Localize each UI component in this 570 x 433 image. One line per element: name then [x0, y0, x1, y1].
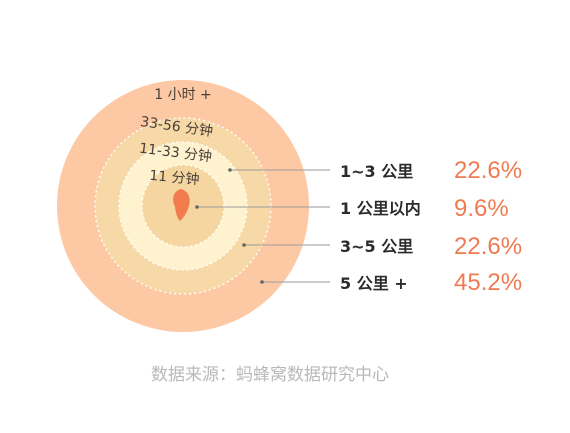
legend-label-within-1: 1 公里以内 [340, 199, 421, 218]
ring-label-inner: 11 分钟 [149, 167, 201, 188]
legend-value-5plus: 45.2% [454, 269, 522, 296]
source-note: 数据来源：蚂蜂窝数据研究中心 [151, 365, 389, 385]
ring-divider-inner [141, 164, 225, 248]
leader-dot-5plus [260, 280, 264, 284]
legend-value-within-1: 9.6% [454, 195, 509, 222]
ring-divider-outer [94, 117, 272, 295]
legend-label-3to5: 3~5 公里 [340, 237, 413, 256]
leader-dot-3to5 [242, 243, 246, 247]
ring-divider-middle [118, 141, 248, 271]
location-pin-icon [173, 189, 190, 221]
leader-dot-1to3 [228, 168, 232, 172]
legend-value-3to5: 22.6% [454, 233, 522, 260]
legend-label-1to3: 1~3 公里 [340, 162, 413, 181]
ring-label-outer: 1 小时 + [154, 87, 212, 103]
legend-label-5plus: 5 公里 + [340, 274, 408, 293]
legend-value-1to3: 22.6% [454, 157, 522, 184]
leader-dot-within-1 [195, 205, 199, 209]
